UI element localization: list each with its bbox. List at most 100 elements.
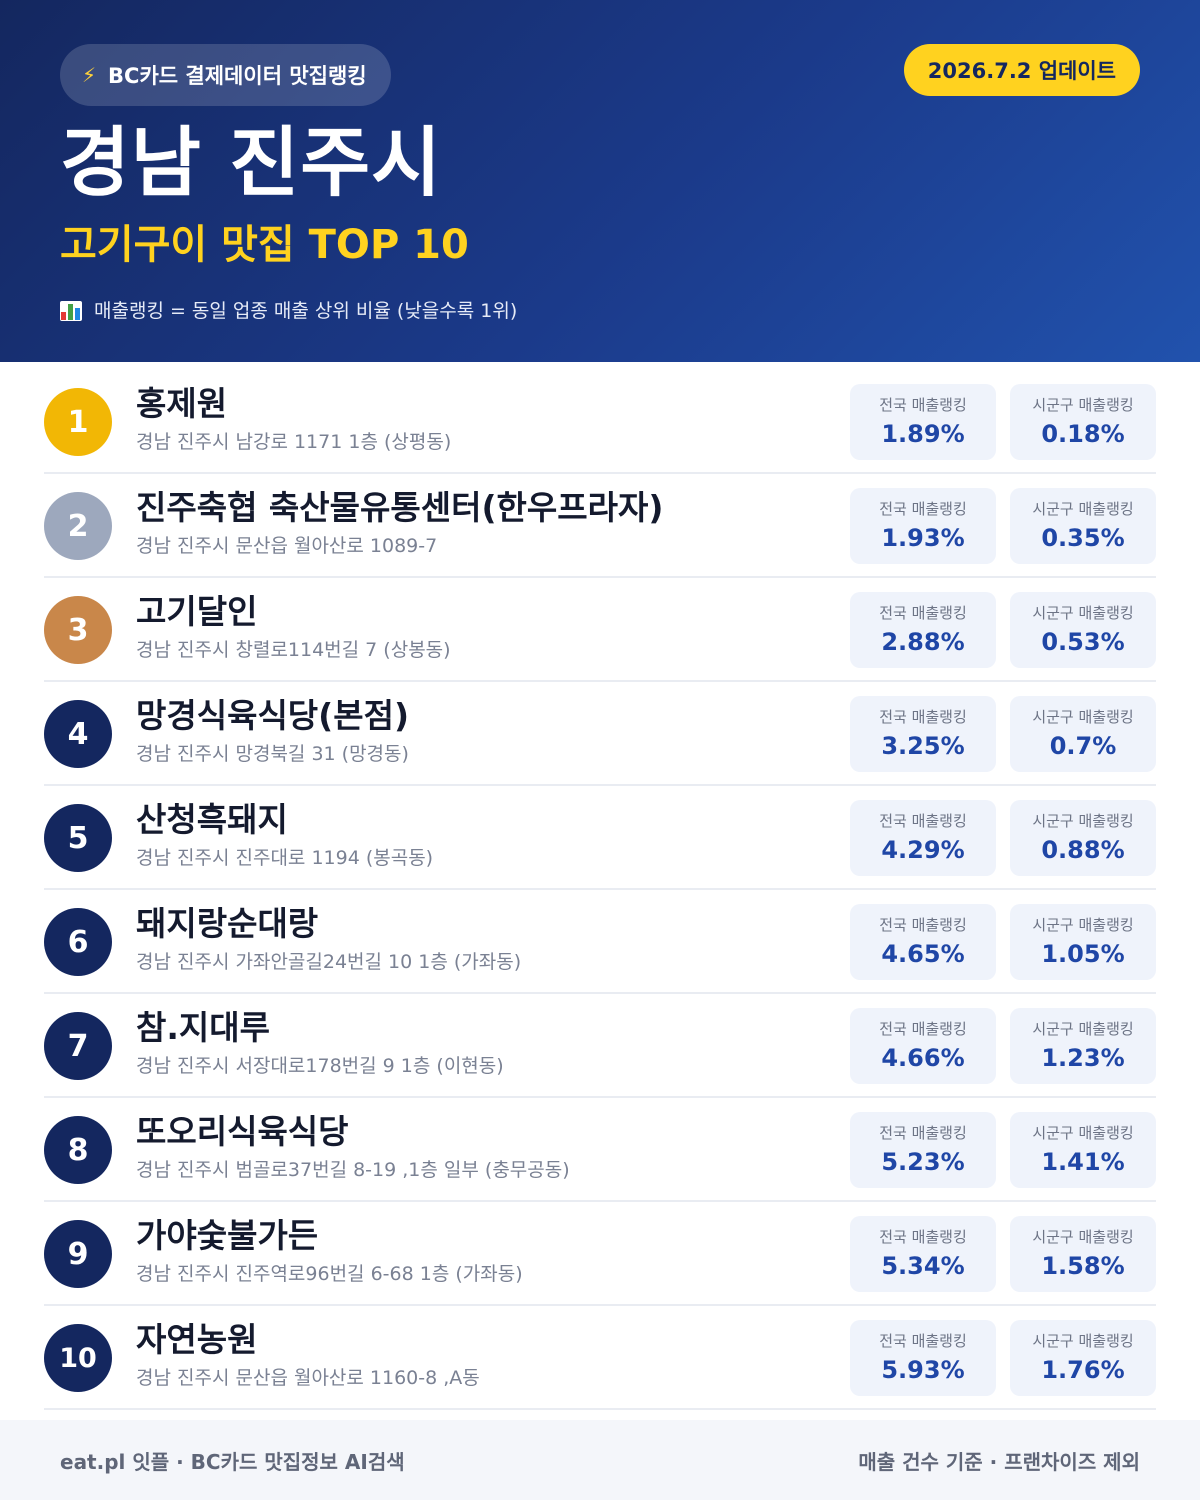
local-ranking-box: 시군구 매출랭킹 0.35% [1010,488,1156,564]
source-pill-label: BC카드 결제데이터 맛집랭킹 [108,64,367,88]
national-ranking-value: 5.23% [881,1148,965,1176]
local-ranking-box: 시군구 매출랭킹 1.05% [1010,904,1156,980]
national-ranking-value: 1.93% [881,524,965,552]
restaurant-row[interactable]: 4 망경식육식당(본점) 경남 진주시 망경북길 31 (망경동) 전국 매출랭… [44,682,1156,786]
local-ranking-box: 시군구 매출랭킹 0.53% [1010,592,1156,668]
local-ranking-value: 0.35% [1041,524,1125,552]
national-ranking-value: 3.25% [881,732,965,760]
national-ranking-box: 전국 매출랭킹 4.29% [850,800,996,876]
national-ranking-label: 전국 매출랭킹 [879,916,967,934]
restaurant-address: 경남 진주시 망경북길 31 (망경동) [136,743,409,765]
restaurant-row[interactable]: 1 홍제원 경남 진주시 남강로 1171 1층 (상평동) 전국 매출랭킹 1… [44,370,1156,474]
restaurant-address: 경남 진주시 창렬로114번길 7 (상봉동) [136,639,451,661]
restaurant-row[interactable]: 7 참.지대루 경남 진주시 서장대로178번길 9 1층 (이현동) 전국 매… [44,994,1156,1098]
restaurant-name: 고기달인 [136,592,258,631]
local-ranking-label: 시군구 매출랭킹 [1032,708,1134,726]
rank-badge: 3 [44,596,112,664]
restaurant-row[interactable]: 6 돼지랑순대랑 경남 진주시 가좌안골길24번길 10 1층 (가좌동) 전국… [44,890,1156,994]
national-ranking-box: 전국 매출랭킹 3.25% [850,696,996,772]
local-ranking-label: 시군구 매출랭킹 [1032,1124,1134,1142]
restaurant-name: 돼지랑순대랑 [136,904,319,943]
national-ranking-label: 전국 매출랭킹 [879,396,967,414]
header-banner: ⚡ BC카드 결제데이터 맛집랭킹 2026.7.2 업데이트 경남 진주시 고… [0,0,1200,362]
national-ranking-label: 전국 매출랭킹 [879,812,967,830]
restaurant-row[interactable]: 10 자연농원 경남 진주시 문산읍 월아산로 1160-8 ,A동 전국 매출… [44,1306,1156,1410]
local-ranking-label: 시군구 매출랭킹 [1032,916,1134,934]
local-ranking-box: 시군구 매출랭킹 1.41% [1010,1112,1156,1188]
restaurant-name: 진주축협 축산물유통센터(한우프라자) [136,488,664,527]
national-ranking-box: 전국 매출랭킹 5.93% [850,1320,996,1396]
restaurant-name: 홍제원 [136,384,228,423]
update-badge: 2026.7.2 업데이트 [903,44,1140,96]
local-ranking-box: 시군구 매출랭킹 0.88% [1010,800,1156,876]
national-ranking-label: 전국 매출랭킹 [879,1124,967,1142]
restaurant-name: 산청흑돼지 [136,800,288,839]
local-ranking-value: 1.76% [1041,1356,1125,1384]
local-ranking-box: 시군구 매출랭킹 0.18% [1010,384,1156,460]
source-pill: ⚡ BC카드 결제데이터 맛집랭킹 [60,44,391,106]
lightning-bolt-icon: ⚡ [82,63,97,87]
restaurant-address: 경남 진주시 서장대로178번길 9 1층 (이현동) [136,1055,504,1077]
restaurant-address: 경남 진주시 문산읍 월아산로 1089-7 [136,535,438,557]
national-ranking-box: 전국 매출랭킹 4.65% [850,904,996,980]
local-ranking-value: 1.05% [1041,940,1125,968]
restaurant-address: 경남 진주시 문산읍 월아산로 1160-8 ,A동 [136,1367,480,1389]
national-ranking-box: 전국 매출랭킹 4.66% [850,1008,996,1084]
restaurant-address: 경남 진주시 가좌안골길24번길 10 1층 (가좌동) [136,951,522,973]
national-ranking-box: 전국 매출랭킹 5.34% [850,1216,996,1292]
restaurant-address: 경남 진주시 남강로 1171 1층 (상평동) [136,431,452,453]
local-ranking-value: 0.7% [1049,732,1117,760]
national-ranking-value: 2.88% [881,628,965,656]
national-ranking-box: 전국 매출랭킹 1.93% [850,488,996,564]
rank-badge: 8 [44,1116,112,1184]
national-ranking-box: 전국 매출랭킹 5.23% [850,1112,996,1188]
footer-criteria: 매출 건수 기준 · 프랜차이즈 제외 [858,1449,1140,1474]
rank-badge: 1 [44,388,112,456]
national-ranking-box: 전국 매출랭킹 1.89% [850,384,996,460]
page-subtitle: 고기구이 맛집 TOP 10 [60,222,469,268]
local-ranking-value: 1.58% [1041,1252,1125,1280]
local-ranking-box: 시군구 매출랭킹 1.58% [1010,1216,1156,1292]
rank-badge: 6 [44,908,112,976]
local-ranking-value: 0.53% [1041,628,1125,656]
local-ranking-label: 시군구 매출랭킹 [1032,1020,1134,1038]
ranking-note-text: 매출랭킹 = 동일 업종 매출 상위 비율 (낮을수록 1위) [94,300,518,322]
restaurant-row[interactable]: 2 진주축협 축산물유통센터(한우프라자) 경남 진주시 문산읍 월아산로 10… [44,474,1156,578]
restaurant-name: 또오리식육식당 [136,1112,349,1151]
rank-badge: 10 [44,1324,112,1392]
national-ranking-value: 4.29% [881,836,965,864]
national-ranking-value: 5.34% [881,1252,965,1280]
national-ranking-label: 전국 매출랭킹 [879,604,967,622]
restaurant-row[interactable]: 3 고기달인 경남 진주시 창렬로114번길 7 (상봉동) 전국 매출랭킹 2… [44,578,1156,682]
rank-badge: 4 [44,700,112,768]
footer-source: eat.pl 잇플 · BC카드 맛집정보 AI검색 [60,1449,405,1474]
local-ranking-value: 1.41% [1041,1148,1125,1176]
national-ranking-value: 1.89% [881,420,965,448]
restaurant-row[interactable]: 5 산청흑돼지 경남 진주시 진주대로 1194 (봉곡동) 전국 매출랭킹 4… [44,786,1156,890]
ranking-note: 매출랭킹 = 동일 업종 매출 상위 비율 (낮을수록 1위) [60,296,517,326]
national-ranking-label: 전국 매출랭킹 [879,1020,967,1038]
local-ranking-label: 시군구 매출랭킹 [1032,812,1134,830]
restaurant-address: 경남 진주시 진주역로96번길 6-68 1층 (가좌동) [136,1263,523,1285]
restaurant-row[interactable]: 8 또오리식육식당 경남 진주시 범골로37번길 8-19 ,1층 일부 (충무… [44,1098,1156,1202]
local-ranking-box: 시군구 매출랭킹 1.76% [1010,1320,1156,1396]
national-ranking-value: 4.66% [881,1044,965,1072]
national-ranking-value: 4.65% [881,940,965,968]
page-title: 경남 진주시 [60,118,443,207]
local-ranking-value: 0.88% [1041,836,1125,864]
rank-badge: 2 [44,492,112,560]
local-ranking-label: 시군구 매출랭킹 [1032,1332,1134,1350]
local-ranking-box: 시군구 매출랭킹 1.23% [1010,1008,1156,1084]
restaurant-name: 망경식육식당(본점) [136,696,410,735]
national-ranking-value: 5.93% [881,1356,965,1384]
restaurant-row[interactable]: 9 가야숯불가든 경남 진주시 진주역로96번길 6-68 1층 (가좌동) 전… [44,1202,1156,1306]
restaurant-address: 경남 진주시 진주대로 1194 (봉곡동) [136,847,434,869]
footer: eat.pl 잇플 · BC카드 맛집정보 AI검색 매출 건수 기준 · 프랜… [0,1420,1200,1500]
restaurant-name: 가야숯불가든 [136,1216,319,1255]
national-ranking-label: 전국 매출랭킹 [879,1332,967,1350]
local-ranking-value: 0.18% [1041,420,1125,448]
national-ranking-label: 전국 매출랭킹 [879,1228,967,1246]
restaurant-name: 자연농원 [136,1320,258,1359]
local-ranking-label: 시군구 매출랭킹 [1032,500,1134,518]
rank-badge: 9 [44,1220,112,1288]
